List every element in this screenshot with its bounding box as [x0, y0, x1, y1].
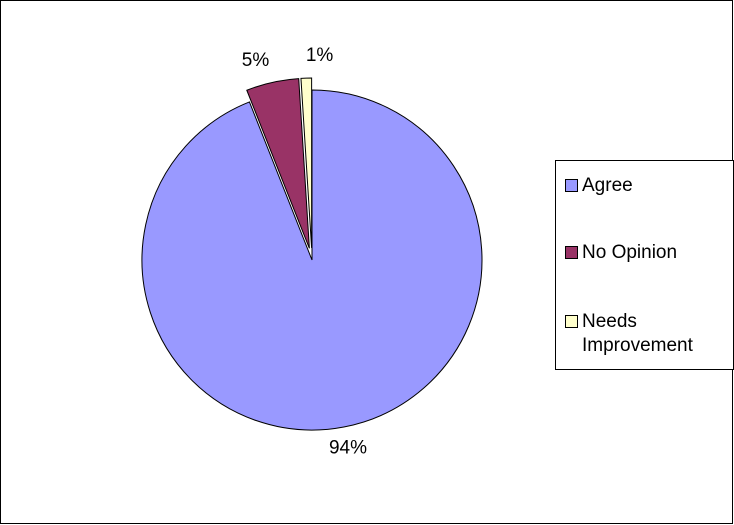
legend-item-needs-improvement: Needs Improvement — [565, 310, 732, 358]
legend-label-needs-improvement: Needs Improvement — [582, 311, 693, 356]
pie-slice-no-opinion — [246, 78, 310, 249]
pie-slice-needs-improvement — [300, 77, 313, 249]
data-label-needs-improvement: 1% — [306, 45, 334, 66]
legend-item-no-opinion: No Opinion — [565, 241, 732, 265]
legend-label-agree: Agree — [582, 175, 633, 196]
pie-slice-agree — [141, 89, 483, 431]
legend-item-agree: Agree — [565, 174, 732, 198]
data-label-agree: 94% — [329, 438, 367, 459]
legend-swatch-no-opinion — [565, 246, 578, 259]
legend-swatch-needs-improvement — [565, 315, 578, 328]
legend-swatch-agree — [565, 179, 578, 192]
legend-label-no-opinion: No Opinion — [582, 242, 678, 263]
legend: Agree No Opinion Needs Improvement — [555, 160, 734, 370]
data-label-no-opinion: 5% — [242, 50, 270, 71]
